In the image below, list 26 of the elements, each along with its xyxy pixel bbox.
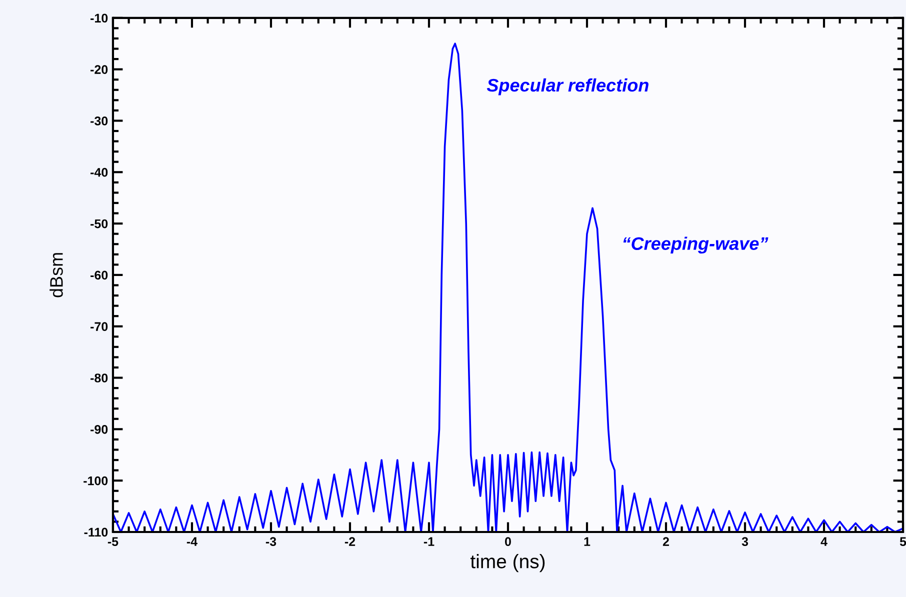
y-tick-label: -60 bbox=[90, 270, 108, 280]
y-tick-label: -40 bbox=[90, 168, 108, 177]
x-tick-label: 0 bbox=[505, 537, 511, 546]
y-tick-label: -50 bbox=[90, 219, 108, 228]
y-tick-label: -70 bbox=[90, 322, 108, 332]
y-tick-label: -90 bbox=[90, 424, 108, 434]
x-tick-label: 1 bbox=[584, 537, 590, 546]
x-tick-label: -4 bbox=[186, 537, 198, 546]
y-tick-label: -20 bbox=[90, 65, 108, 74]
y-tick-label: -30 bbox=[90, 116, 108, 126]
x-tick-label: -5 bbox=[108, 537, 118, 546]
x-tick-label: 5 bbox=[900, 537, 906, 546]
x-tick-label: -3 bbox=[266, 537, 276, 546]
y-tick-label: -10 bbox=[90, 14, 108, 23]
x-tick-label: -1 bbox=[424, 537, 434, 546]
annotation: Specular reflection bbox=[486, 78, 648, 96]
y-tick-label: -80 bbox=[90, 374, 108, 382]
annotation: “Creeping-wave” bbox=[623, 236, 768, 254]
x-tick-label: 2 bbox=[662, 537, 669, 546]
x-tick-label: 4 bbox=[820, 537, 828, 546]
x-axis-title: time (ns) bbox=[470, 554, 545, 572]
y-tick-label: -100 bbox=[84, 476, 108, 486]
x-tick-label: 3 bbox=[742, 537, 748, 546]
x-tick-label: -2 bbox=[344, 537, 356, 546]
y-axis-title: dBsm bbox=[50, 253, 63, 298]
y-tick-label: -110 bbox=[84, 528, 108, 537]
